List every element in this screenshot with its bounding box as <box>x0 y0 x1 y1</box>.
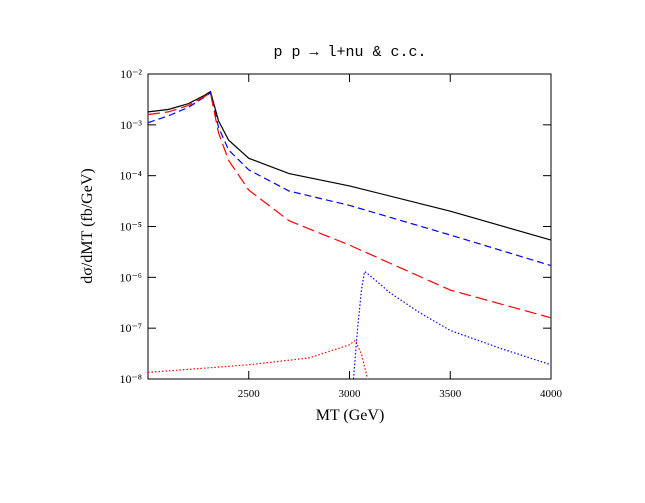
y-tick-label: 10⁻⁴ <box>119 169 142 183</box>
series-line <box>352 270 552 380</box>
y-tick-label: 10⁻⁵ <box>119 220 142 234</box>
y-tick-label: 10⁻⁷ <box>119 321 142 335</box>
y-tick-label: 10⁻⁸ <box>119 372 142 386</box>
y-tick-label: 10⁻⁶ <box>119 270 142 284</box>
series-line <box>147 92 552 319</box>
y-tick-label: 10⁻³ <box>120 118 142 132</box>
series-line <box>147 90 552 241</box>
x-tick-label: 4000 <box>540 388 563 400</box>
y-tick-label: 10⁻² <box>120 67 142 81</box>
chart-title: p p → l+nu & c.c. <box>273 44 426 61</box>
x-tick-label: 3000 <box>339 388 362 400</box>
series-line <box>147 339 369 380</box>
x-tick-label: 2500 <box>238 388 261 400</box>
x-axis-label: MT (GeV) <box>316 407 385 424</box>
x-tick-label: 3500 <box>439 388 462 400</box>
series-line <box>147 91 552 267</box>
y-axis-label: dσ/dMT (fb/GeV) <box>79 168 96 283</box>
plot-frame <box>147 73 552 380</box>
